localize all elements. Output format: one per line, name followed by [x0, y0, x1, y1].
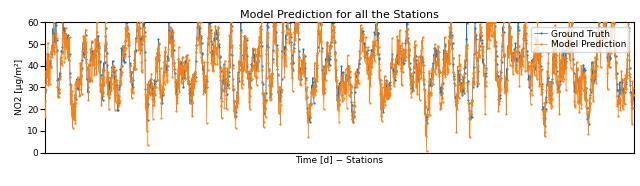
Model Prediction	[50, 21, 58, 23]
Y-axis label: NO2 [μg/m²]: NO2 [μg/m²]	[15, 59, 24, 116]
Line: Ground Truth: Ground Truth	[44, 22, 634, 127]
Title: Model Prediction for all the Stations: Model Prediction for all the Stations	[240, 10, 438, 20]
Ground Truth	[87, 57, 95, 59]
Model Prediction	[630, 94, 637, 97]
Model Prediction	[423, 150, 431, 153]
Ground Truth	[303, 107, 311, 109]
Ground Truth	[50, 21, 58, 23]
Model Prediction	[376, 93, 384, 95]
Model Prediction	[111, 109, 118, 111]
Ground Truth	[41, 88, 49, 90]
Legend: Ground Truth, Model Prediction: Ground Truth, Model Prediction	[531, 27, 629, 52]
Ground Truth	[630, 98, 637, 101]
Model Prediction	[303, 111, 311, 113]
Ground Truth	[376, 82, 384, 84]
Ground Truth	[111, 84, 118, 86]
Ground Truth	[291, 22, 299, 24]
Model Prediction	[41, 100, 49, 102]
Model Prediction	[314, 29, 322, 31]
Line: Model Prediction: Model Prediction	[44, 22, 634, 152]
Ground Truth	[541, 125, 548, 127]
Model Prediction	[87, 52, 95, 54]
Model Prediction	[291, 28, 299, 30]
Ground Truth	[314, 46, 322, 48]
X-axis label: Time [d] − Stations: Time [d] − Stations	[295, 155, 383, 164]
